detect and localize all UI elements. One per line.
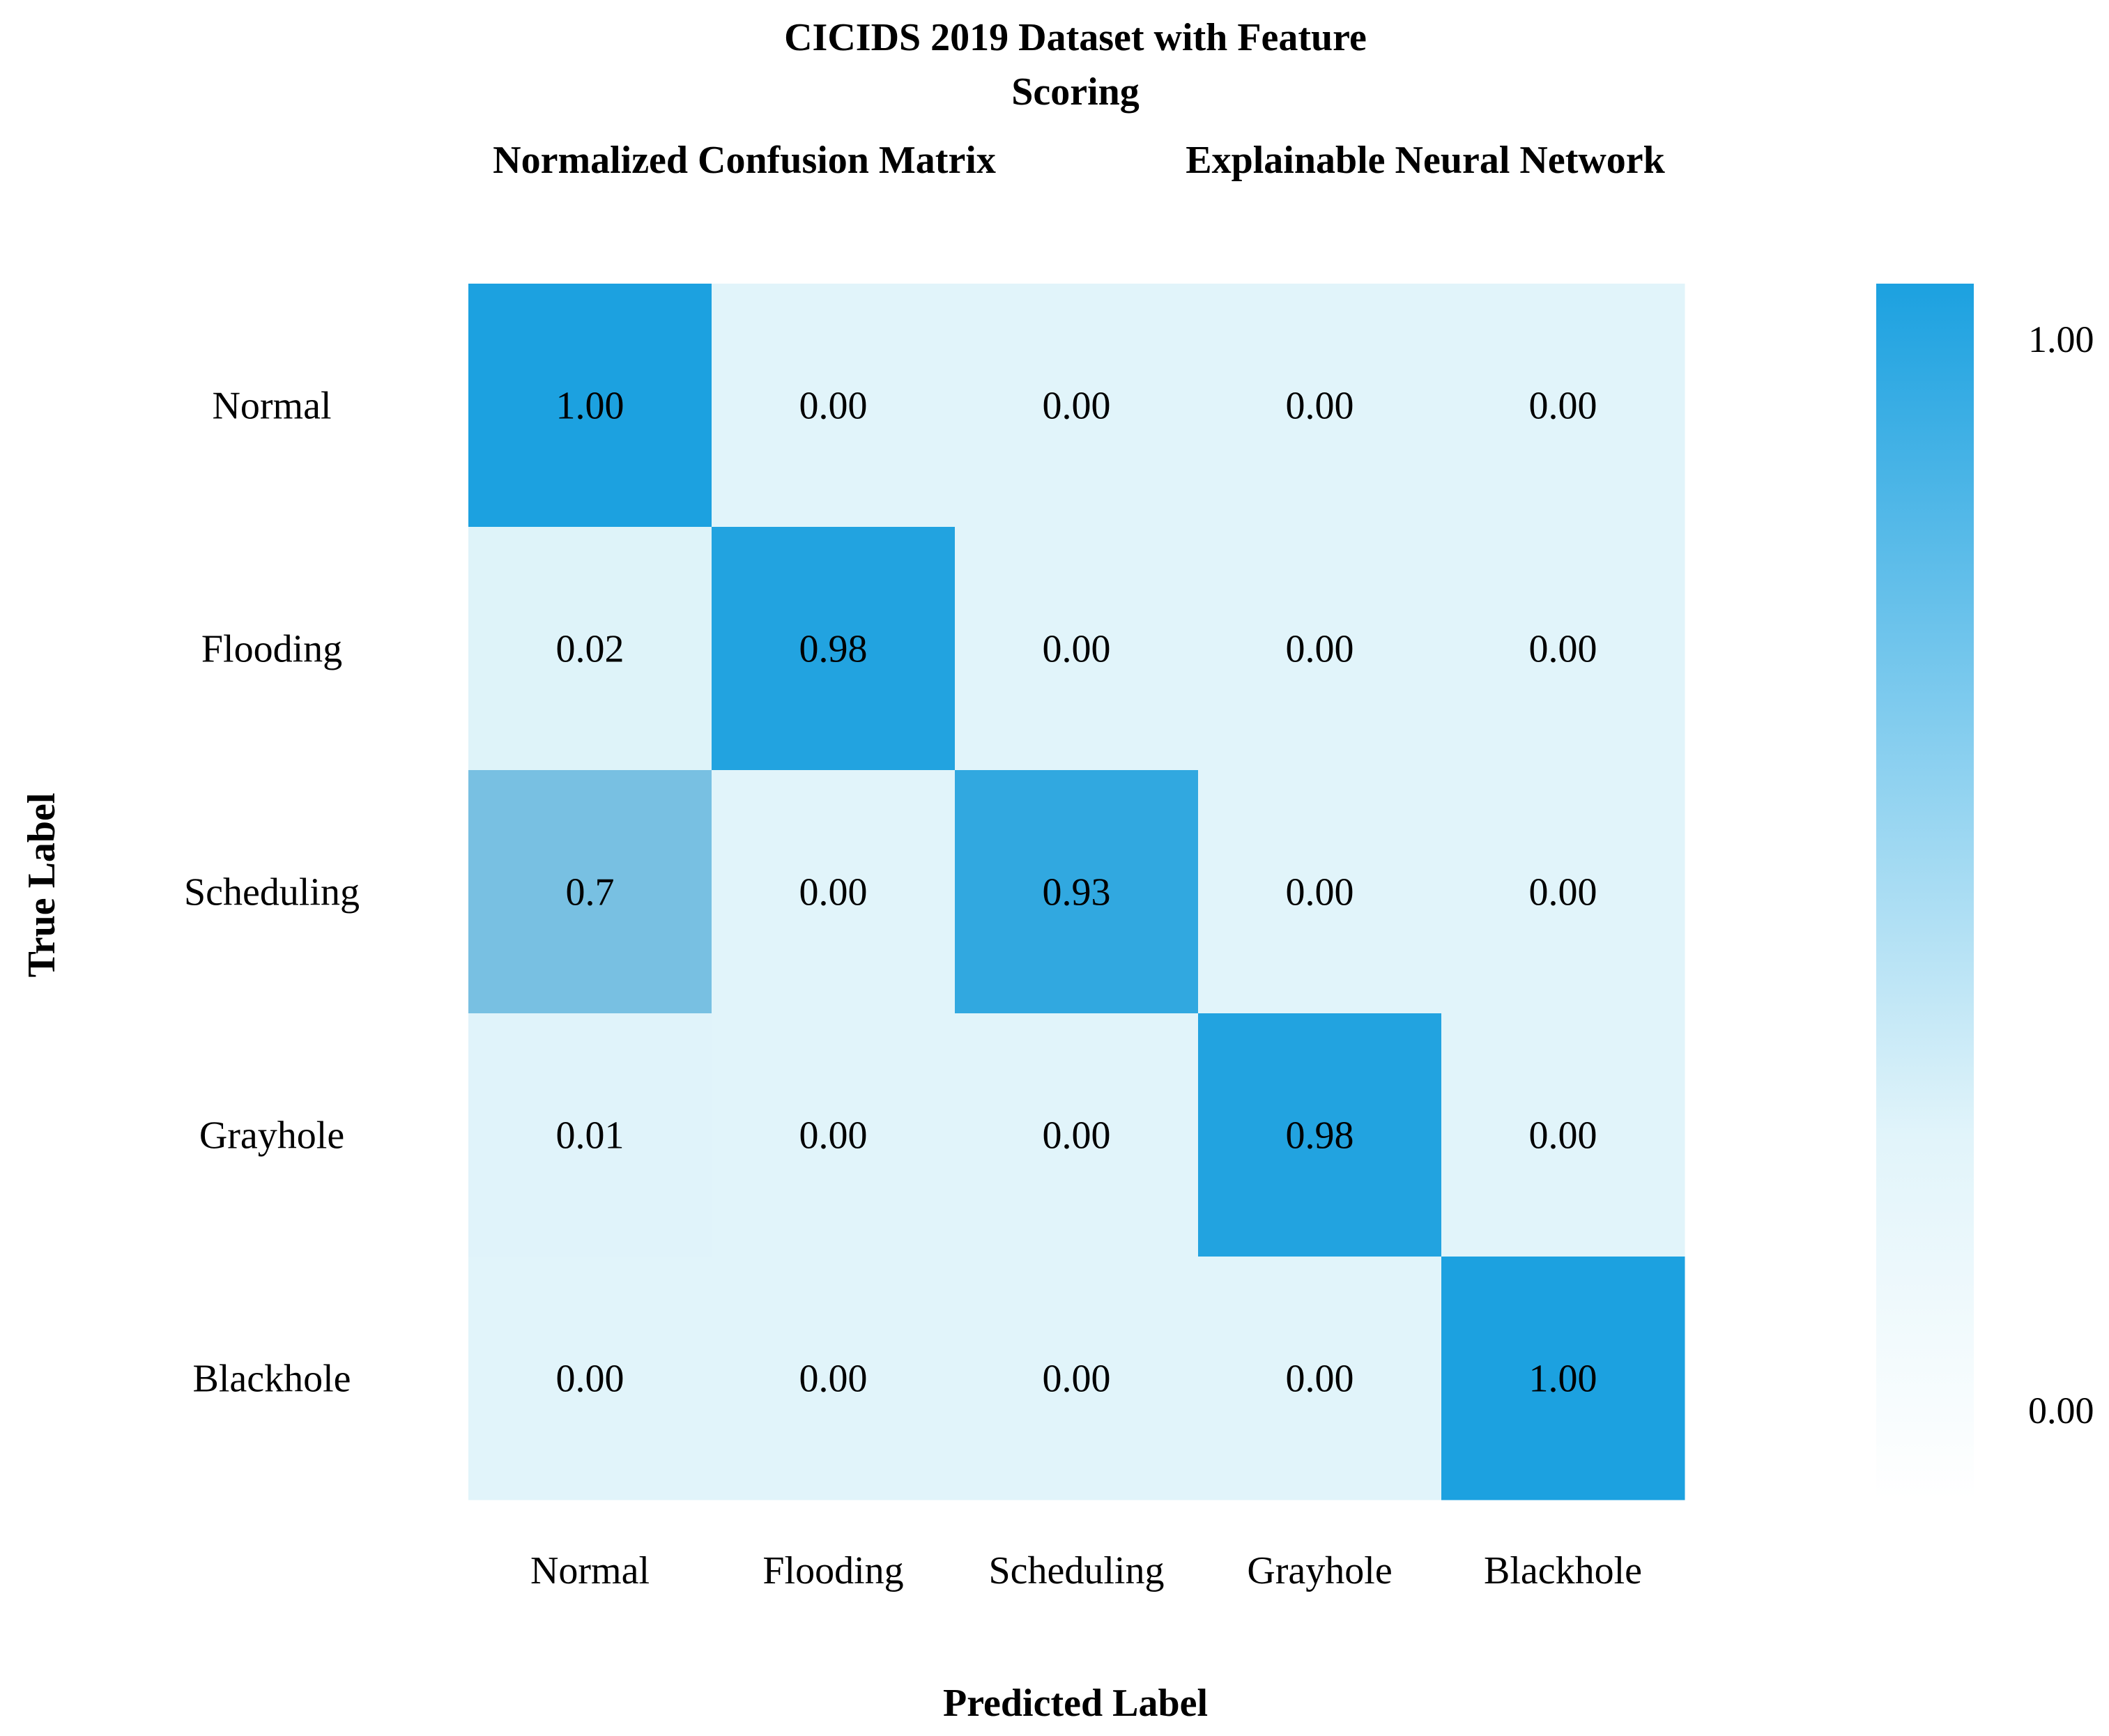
cell-value-label: 0.01 (556, 1114, 624, 1158)
cell-value-label: 0.00 (1043, 1358, 1111, 1401)
heatmap-cell-r1-c3 (1198, 527, 1442, 771)
heatmap-cell-r0-c0 (468, 284, 712, 528)
heatmap-cell-r4-c0 (468, 1257, 712, 1500)
y-tick-labels: Normal Flooding Scheduling Grayhole Blackhol… (184, 385, 360, 1401)
cell-value-label: 0.00 (1043, 1114, 1111, 1158)
cell-value-label: 0.00 (1286, 385, 1354, 428)
cell-value-label: 0.00 (1529, 1114, 1597, 1158)
heatmap-cell-r0-c4 (1441, 284, 1685, 528)
y-axis-label: True Label (20, 793, 63, 978)
cell-value-label: 0.98 (799, 628, 868, 671)
heatmap-cell-r2-c4 (1441, 770, 1685, 1014)
colorbar-min-label: 0.00 (2028, 1390, 2094, 1431)
x-tick-label: Scheduling (989, 1549, 1165, 1592)
heatmap-cell-r1-c4 (1441, 527, 1685, 771)
cell-value-label: 0.00 (1286, 871, 1354, 914)
heatmap-cell-r4-c2 (955, 1257, 1199, 1500)
cell-value-label: 0.7 (566, 871, 615, 914)
heatmap-cell-r2-c1 (712, 770, 956, 1014)
heatmap-cell-r1-c1 (712, 527, 956, 771)
heatmap-cell-r3-c4 (1441, 1013, 1685, 1257)
x-tick-label: Flooding (762, 1549, 903, 1592)
cell-value-label: 0.00 (799, 385, 868, 428)
cell-value-label: 0.00 (1043, 385, 1111, 428)
heatmap-cell-r2-c2 (955, 770, 1199, 1014)
heatmap-cell-r3-c0 (468, 1013, 712, 1257)
chart-title-line2: Scoring (1011, 70, 1140, 114)
cell-value-label: 1.00 (556, 385, 624, 428)
y-tick-label: Grayhole (199, 1114, 344, 1158)
heatmap-cell-r4-c3 (1198, 1257, 1442, 1500)
subtitle-right: Explainable Neural Network (1186, 139, 1665, 182)
chart-title-line1: CICIDS 2019 Dataset with Feature (784, 16, 1367, 59)
x-tick-labels: Normal Flooding Scheduling Grayhole Blackhol… (530, 1549, 1642, 1592)
colorbar (1876, 284, 1974, 1500)
heatmap-cell-r4-c1 (712, 1257, 956, 1500)
heatmap-cell-r4-c4 (1441, 1257, 1685, 1500)
cell-value-label: 0.02 (556, 628, 624, 671)
cell-value-label: 1.00 (1529, 1358, 1597, 1401)
cell-value-label: 0.00 (799, 1358, 868, 1401)
cell-value-label: 0.00 (1529, 871, 1597, 914)
cell-value-label: 0.00 (1286, 1358, 1354, 1401)
y-tick-label: Blackhole (192, 1358, 351, 1401)
heatmap-cell-r3-c1 (712, 1013, 956, 1257)
subtitle-left: Normalized Confusion Matrix (493, 139, 996, 182)
heatmap-cell-r3-c2 (955, 1013, 1199, 1257)
heatmap-grid: 1.00 0.00 0.00 0.00 0.00 0.02 0.98 0.00 0.00 0.00… (468, 284, 1685, 1500)
cell-value-label: 0.00 (1529, 385, 1597, 428)
colorbar-max-label: 1.00 (2028, 318, 2094, 360)
x-tick-label: Blackhole (1484, 1549, 1642, 1592)
cell-value-label: 0.00 (1529, 628, 1597, 671)
cell-value-label: 0.00 (799, 1114, 868, 1158)
heatmap-cell-r1-c0 (468, 527, 712, 771)
cell-value-label: 0.00 (799, 871, 868, 914)
x-tick-label: Normal (530, 1549, 650, 1592)
heatmap-cell-r0-c1 (712, 284, 956, 528)
heatmap-cell-r0-c2 (955, 284, 1199, 528)
cell-value-label: 0.93 (1043, 871, 1111, 914)
cell-value-label: 0.00 (1286, 628, 1354, 671)
y-tick-label: Flooding (201, 628, 342, 671)
y-tick-label: Normal (212, 385, 331, 428)
x-tick-label: Grayhole (1247, 1549, 1392, 1592)
heatmap-cell-r3-c3 (1198, 1013, 1442, 1257)
heatmap-cell-r0-c3 (1198, 284, 1442, 528)
x-axis-label: Predicted Label (943, 1682, 1208, 1725)
cell-value-label: 0.98 (1286, 1114, 1354, 1158)
cell-value-label: 0.00 (1043, 628, 1111, 671)
heatmap-cell-r1-c2 (955, 527, 1199, 771)
cell-value-label: 0.00 (556, 1358, 624, 1401)
heatmap-cell-r2-c3 (1198, 770, 1442, 1014)
heatmap-cell-r2-c0 (468, 770, 712, 1014)
y-tick-label: Scheduling (184, 871, 360, 914)
